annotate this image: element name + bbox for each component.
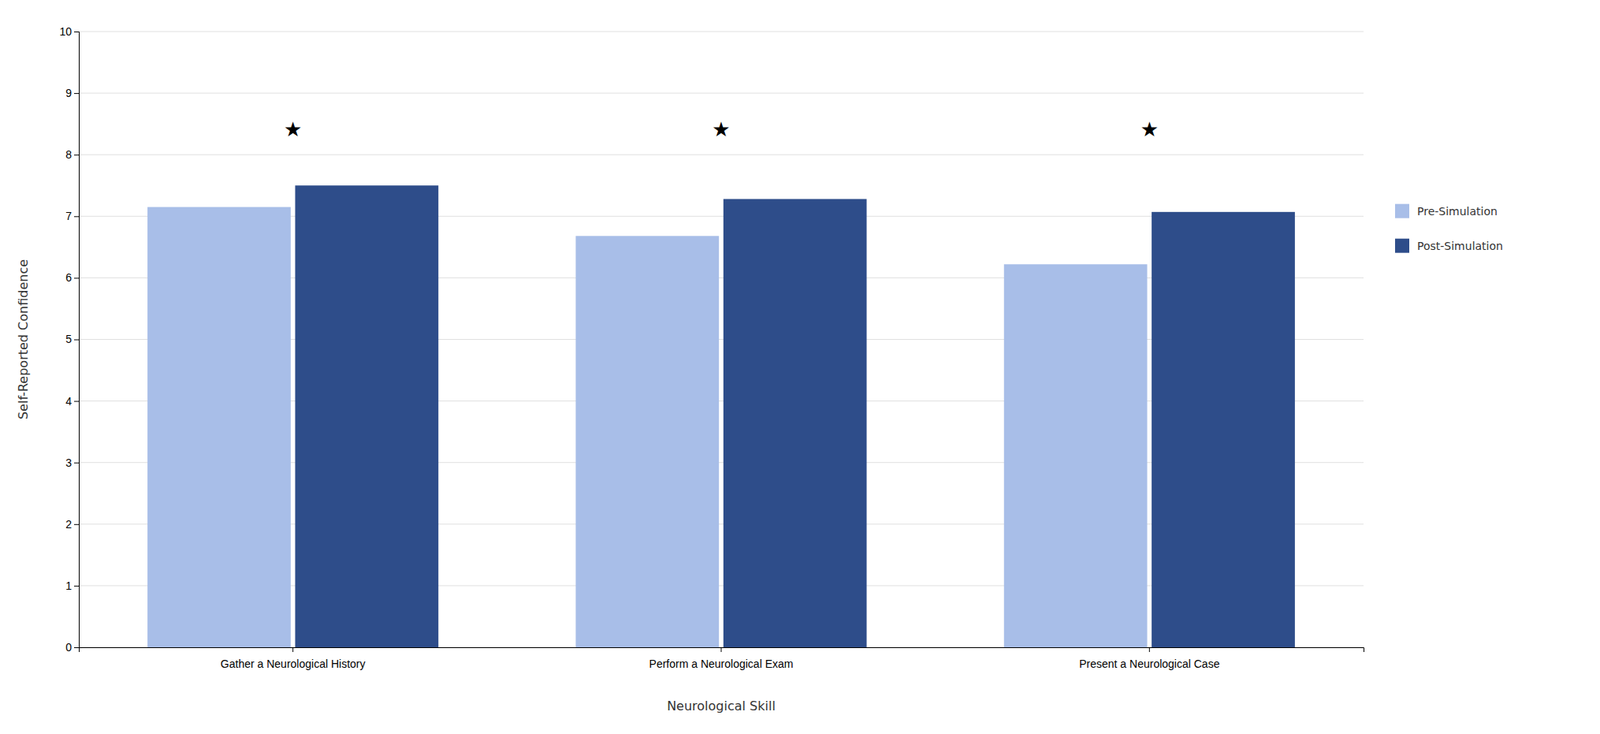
legend: Pre-Simulation Post-Simulation — [1395, 204, 1504, 254]
tick: 2 — [65, 517, 79, 531]
tick-mark — [74, 339, 79, 341]
legend-label: Post-Simulation — [1417, 239, 1504, 253]
tick-label: 7 — [65, 209, 72, 223]
tick-label: 8 — [65, 148, 72, 161]
tick-mark — [74, 31, 79, 33]
grid — [78, 31, 1364, 648]
tick-mark — [1149, 647, 1150, 652]
tick: 7 — [65, 209, 79, 223]
tick-mark — [74, 585, 79, 587]
chart: 0 1 2 3 4 5 6 7 8 9 10 Gather a Neurological Histor… — [0, 0, 1600, 734]
tick-label: 1 — [65, 579, 72, 592]
tick: 3 — [65, 456, 79, 469]
tick-label: 6 — [65, 271, 72, 284]
annotations: ★ ★ ★ — [283, 117, 1159, 142]
tick-label: Perform a Neurological Exam — [649, 657, 794, 670]
axis-line — [79, 647, 1365, 653]
bar — [723, 198, 867, 648]
bar-series — [294, 185, 1295, 648]
y-axis-title: Self-Reported Confidence — [15, 259, 31, 420]
tick-mark — [74, 215, 79, 217]
bar — [1004, 264, 1148, 648]
legend-label: Pre-Simulation — [1417, 204, 1498, 218]
tick-label: 10 — [59, 25, 72, 38]
annotation: ★ — [711, 117, 730, 142]
tick: 4 — [65, 394, 79, 408]
grid-line — [78, 154, 1364, 156]
tick-label: 2 — [65, 517, 72, 531]
tick-label: Present a Neurological Case — [1079, 657, 1220, 670]
legend-item: Post-Simulation — [1395, 238, 1504, 254]
bar — [1151, 212, 1295, 648]
tick: Perform a Neurological Exam — [649, 647, 794, 670]
tick-mark — [292, 647, 294, 652]
y-axis: 0 1 2 3 4 5 6 7 8 9 10 — [59, 25, 79, 654]
x-axis: Gather a Neurological History Perform a N… — [79, 647, 1365, 670]
tick: 1 — [65, 579, 79, 592]
tick: Present a Neurological Case — [1079, 647, 1220, 670]
tick-mark — [74, 277, 79, 279]
legend-swatch — [1395, 204, 1410, 219]
tick: 8 — [65, 148, 79, 161]
tick-mark — [74, 93, 79, 94]
grid-line — [78, 93, 1364, 94]
tick-label: 0 — [65, 640, 72, 654]
annotation: ★ — [283, 117, 302, 142]
tick-label: 3 — [65, 456, 72, 469]
tick: 0 — [65, 640, 79, 654]
tick-label: 4 — [65, 394, 72, 408]
tick-mark — [74, 524, 79, 525]
bar — [147, 207, 291, 648]
bar — [575, 235, 719, 648]
grid-line — [78, 31, 1364, 33]
tick: 9 — [65, 86, 79, 100]
tick-mark — [74, 462, 79, 464]
bar — [294, 185, 439, 648]
plot: 0 1 2 3 4 5 6 7 8 9 10 Gather a Neurological Histor… — [59, 25, 1364, 670]
bars — [147, 185, 1295, 648]
tick-mark — [721, 647, 722, 652]
tick: 6 — [65, 271, 79, 284]
x-axis-title: Neurological Skill — [666, 698, 776, 714]
tick: Gather a Neurological History — [220, 647, 366, 670]
axis-line — [74, 32, 80, 648]
legend-swatch — [1395, 238, 1410, 254]
tick-label: 9 — [65, 86, 72, 100]
annotation: ★ — [1140, 117, 1159, 142]
tick: 10 — [59, 25, 79, 38]
tick-label: 5 — [65, 332, 72, 346]
tick-mark — [74, 647, 79, 648]
legend-item: Pre-Simulation — [1395, 204, 1498, 219]
tick-mark — [74, 401, 79, 402]
tick-mark — [74, 154, 79, 156]
tick-label: Gather a Neurological History — [220, 657, 366, 670]
tick: 5 — [65, 332, 79, 346]
